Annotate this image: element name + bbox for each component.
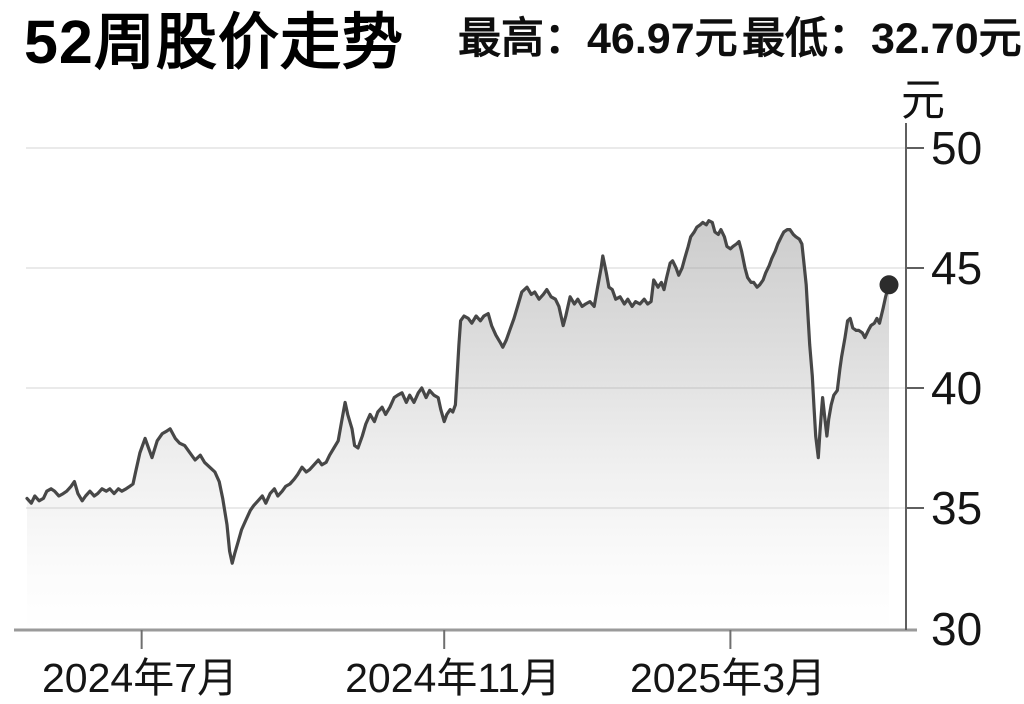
x-tick-label-2024-11: 2024年11月	[345, 655, 561, 701]
y-tick-label-35: 35	[931, 482, 983, 534]
y-tick-label-30: 30	[931, 603, 983, 655]
y-tick-label-45: 45	[931, 242, 983, 294]
y-tick-label-50: 50	[931, 122, 983, 174]
x-tick-label-2025-03: 2025年3月	[629, 655, 827, 701]
y-axis-unit-label: 元	[901, 76, 945, 125]
price-line	[25, 219, 891, 565]
price-line-chart	[14, 123, 924, 649]
latest-price-dot	[879, 275, 899, 295]
x-tick-label-2024-07: 2024年7月	[41, 655, 239, 701]
low-price-stat: 最低：32.70元	[742, 15, 1022, 63]
high-price-stat: 最高：46.97元	[458, 15, 738, 63]
y-tick-label-40: 40	[931, 362, 983, 414]
page-title: 52周股价走势	[24, 8, 404, 76]
stock-chart-figure: 52周股价走势 最高：46.97元 最低：32.70元 元 50 45 40 3…	[14, 8, 1022, 701]
